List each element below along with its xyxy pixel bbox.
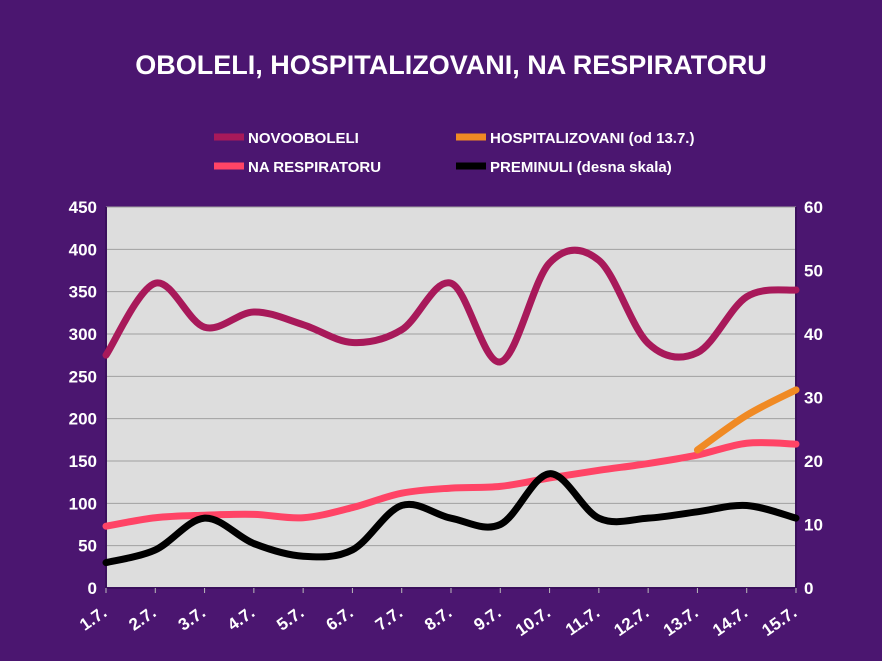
left-tick-label: 50 [78,537,97,556]
x-tick-label: 15.7. [758,603,800,640]
x-tick-label: 5.7. [273,603,307,635]
left-tick-label: 400 [69,240,97,259]
right-tick-label: 20 [804,452,823,471]
series-group [102,246,800,567]
legend-label: HOSPITALIZOVANI (od 13.7.) [490,130,694,147]
x-tick-label: 11.7. [562,603,603,640]
left-tick-label: 300 [69,325,97,344]
chart-title: OBOLELI, HOSPITALIZOVANI, NA RESPIRATORU [135,50,767,80]
right-tick-label: 50 [804,262,823,281]
x-tick-label: 6.7. [323,603,357,635]
right-tick-label: 40 [804,325,823,344]
x-tick-label: 8.7. [421,603,455,635]
gridlines [106,206,796,547]
legend-label: NOVOOBOLELI [248,130,359,147]
legend: NOVOOBOLELI HOSPITALIZOVANI (od 13.7.) NA … [214,130,694,176]
x-tick-label: 3.7. [175,603,209,635]
left-tick-label: 350 [69,283,97,302]
right-tick-label: 60 [804,198,823,217]
x-tick-label: 14.7. [709,603,751,640]
x-tick-label: 12.7. [611,603,653,640]
left-tick-label: 250 [69,367,97,386]
right-tick-label: 10 [804,516,823,535]
right-tick-label: 30 [804,389,823,408]
x-tick-label: 10.7. [512,603,554,640]
left-tick-label: 0 [88,579,97,598]
series-novooboleli-line [102,246,800,366]
x-tick-label: 1.7. [76,603,110,635]
plot-area [106,207,796,588]
left-tick-label: 100 [69,494,97,513]
left-tick-label: 150 [69,452,97,471]
left-tick-label: 450 [69,198,97,217]
x-tick-label: 9.7. [470,603,504,635]
x-tick-label: 13.7. [660,603,702,640]
left-tick-label: 200 [69,410,97,429]
right-tick-label: 0 [804,579,813,598]
legend-label: NA RESPIRATORU [248,159,381,176]
legend-label: PREMINULI (desna skala) [490,159,672,176]
x-tick-label: 7.7. [372,603,406,635]
x-tick-label: 4.7. [224,603,258,635]
x-tick-label: 2.7. [125,603,159,635]
